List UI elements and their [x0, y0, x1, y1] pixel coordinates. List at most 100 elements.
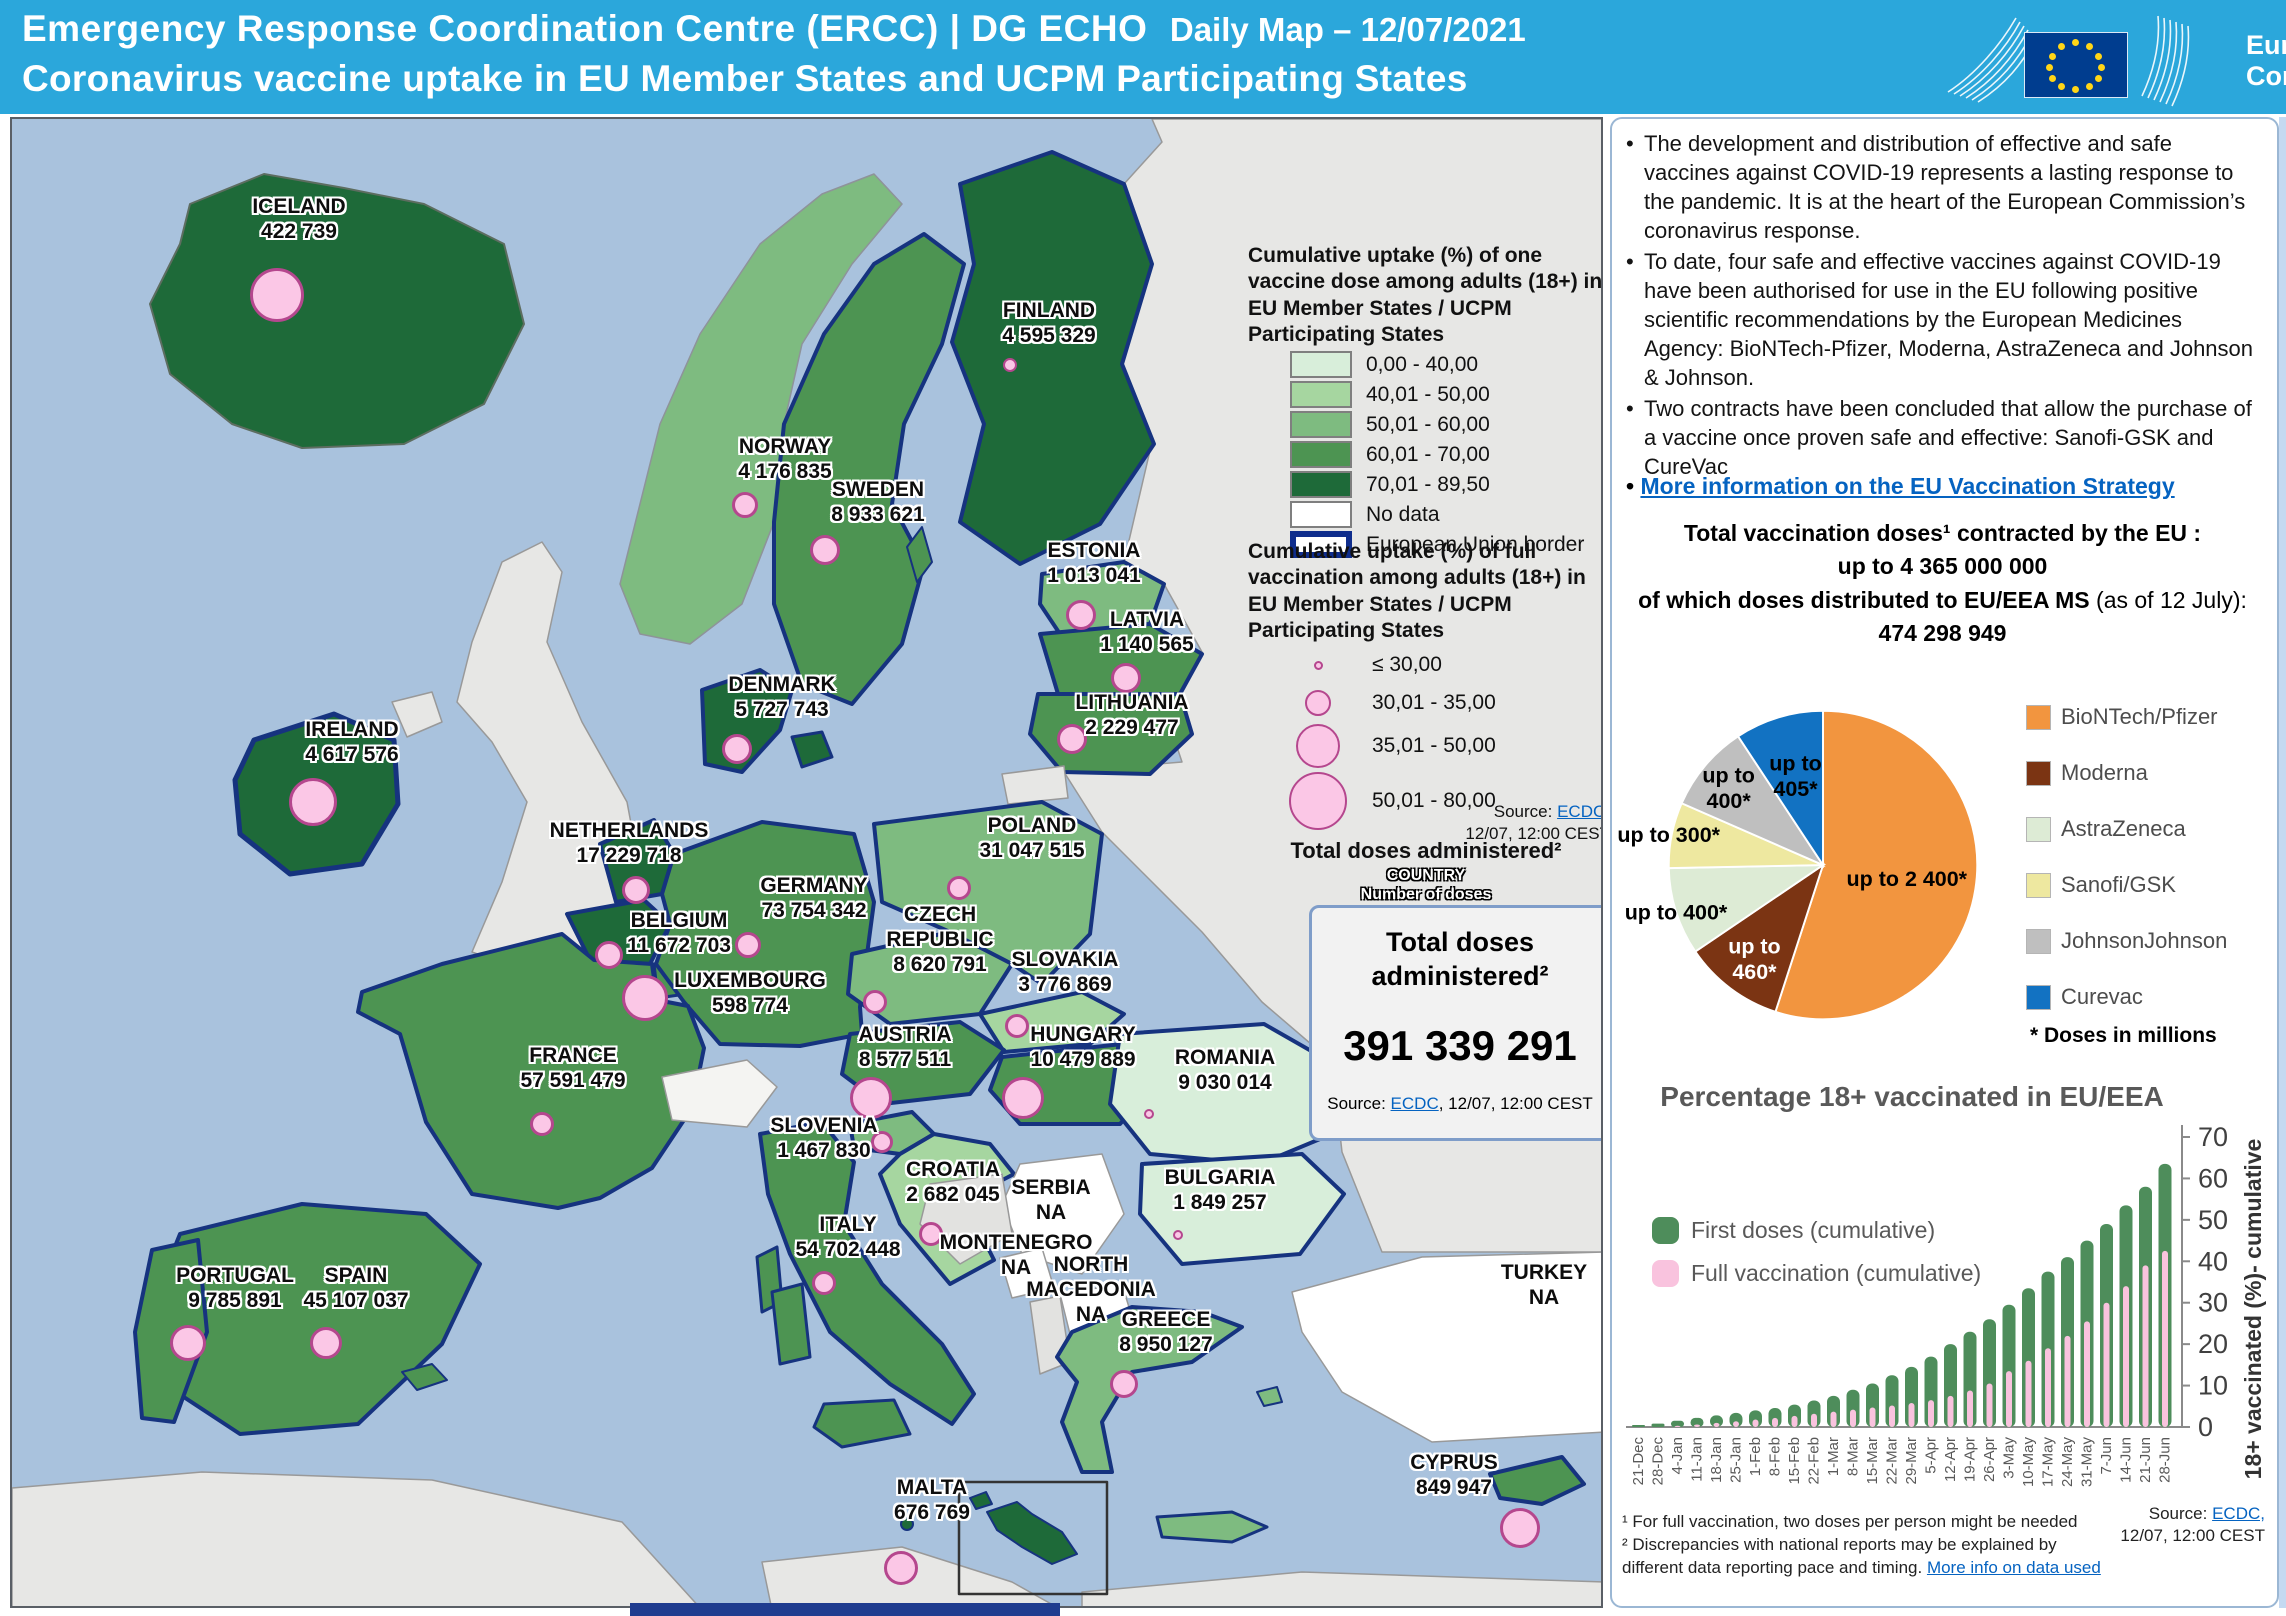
contracted-doses-line2: up to 4 365 000 000: [1837, 553, 2048, 580]
svg-text:17-May: 17-May: [2040, 1437, 2057, 1488]
pie-slice-label: up to 300*: [1618, 823, 1721, 847]
country-label-sweden: SWEDEN 8 933 621: [831, 478, 925, 527]
pie-slice-label: up to 2 400*: [1847, 867, 1968, 891]
ec-logo-line1: European: [2246, 30, 2286, 60]
page-subtitle: Coronavirus vaccine uptake in EU Member …: [22, 58, 1468, 99]
total-doses-title: Total doses administered²: [1371, 927, 1549, 991]
bar-chart-title: Percentage 18+ vaccinated in EU/EEA: [1660, 1081, 2164, 1112]
marker-norway: [732, 492, 758, 518]
marker-austria: [850, 1077, 892, 1119]
legend-swatch: [1290, 381, 1352, 408]
size-circle-icon: [1313, 660, 1323, 670]
svg-text:28-Dec: 28-Dec: [1650, 1437, 1667, 1486]
country-label-montenegro: MONTENEGRO NA: [939, 1231, 1093, 1280]
marker-hungary: [1002, 1077, 1044, 1119]
bar-chart-legend: First doses (cumulative) Full vaccinatio…: [1652, 1217, 1981, 1303]
legend-circle-row: 50,01 - 80,00: [1278, 772, 1601, 830]
legend-full-title: Cumulative uptake (%) of full vaccinatio…: [1248, 540, 1586, 642]
pie-slice-label: up to 460*: [1728, 934, 1780, 983]
pie-footnote: * Doses in millions: [2030, 1024, 2217, 1047]
total-doses-value: 391 339 291: [1343, 1021, 1577, 1069]
svg-text:22-Mar: 22-Mar: [1884, 1437, 1901, 1485]
legend-swatch: [2026, 984, 2051, 1010]
pie-legend-row: AstraZeneca: [2026, 816, 2266, 842]
bar-legend-row: First doses (cumulative): [1652, 1217, 1981, 1244]
marker-bulgaria: [1173, 1230, 1183, 1240]
bullet-icon: •: [1626, 131, 1634, 156]
country-label-spain: SPAIN 45 107 037: [303, 1264, 409, 1313]
legend-swatch: [2026, 928, 2051, 954]
size-circle-icon: [1305, 690, 1331, 716]
marker-finland: [1003, 358, 1017, 372]
svg-text:5-Apr: 5-Apr: [1923, 1437, 1940, 1474]
country-label-germany: GERMANY 73 754 342: [760, 874, 868, 923]
svg-text:21-Dec: 21-Dec: [1630, 1437, 1647, 1486]
country-label-greece: GREECE 8 950 127: [1119, 1308, 1213, 1357]
country-label-denmark: DENMARK 5 727 743: [728, 673, 836, 722]
bullet-icon: •: [1626, 473, 1641, 499]
ecdc-link[interactable]: ECDC: [1390, 1093, 1439, 1113]
country-label-finland: FINLAND 4 595 329: [1002, 299, 1096, 348]
country-label-czech-republic: CZECH REPUBLIC 8 620 791: [886, 903, 994, 977]
pie-chart: up to 2 400* up to 460*up to 400* up to 300…: [1618, 709, 1979, 1021]
pie-slice-BioNTech/Pfizer: [1774, 709, 1979, 1021]
ecdc-link[interactable]: ECDC,: [1557, 802, 1601, 821]
pie-slice-label: up to 400*: [1702, 764, 1754, 813]
legend-eu-border-row: European Union border: [1290, 531, 1601, 558]
eu-vaccination-strategy-link[interactable]: More information on the EU Vaccination S…: [1640, 473, 2175, 499]
svg-text:12-Apr: 12-Apr: [1942, 1437, 1959, 1482]
svg-text:24-May: 24-May: [2059, 1437, 2076, 1488]
country-label-north-macedonia: NORTH MACEDONIA NA: [1026, 1253, 1156, 1327]
legend-swatch: [1290, 411, 1352, 438]
pie-slice-Moderna: [1693, 862, 1825, 1014]
size-circle-icon: [1289, 772, 1347, 830]
marker-czech-republic: [863, 990, 887, 1014]
vaccination-bar-chart: 0 10 20 30 40 50 60 70 21-Dec 28-Dec 4-Jan 11-Jan 18…: [1616, 1119, 2276, 1519]
country-label-romania: ROMANIA 9 030 014: [1174, 1046, 1276, 1095]
marker-portugal: [170, 1325, 206, 1361]
country-label-slovenia: SLOVENIA 1 467 830: [770, 1114, 878, 1163]
footnote-2: ² Discrepancies with national reports ma…: [1622, 1534, 2101, 1577]
legend-circle-row: 30,01 - 35,00: [1278, 686, 1601, 720]
marker-romania: [1144, 1109, 1154, 1119]
legend-swatch: [1290, 351, 1352, 378]
svg-text:3-May: 3-May: [2001, 1437, 2018, 1479]
pie-slice-AstraZeneca: [1667, 864, 1827, 953]
info-bullets: • The development and distribution of eff…: [1626, 129, 2256, 483]
svg-text:1-Mar: 1-Mar: [1825, 1437, 1842, 1476]
total-doses-source: Source: ECDC, 12/07, 12:00 CEST: [1327, 1093, 1593, 1113]
marker-estonia: [1066, 600, 1096, 630]
legend-class-row: 40,01 - 50,00: [1290, 381, 1601, 408]
legend-swatch: [2026, 816, 2051, 842]
svg-text:21-Jun: 21-Jun: [2137, 1437, 2154, 1483]
legend-circle-row: ≤ 30,00: [1278, 648, 1601, 682]
european-commission-logo: European Commission: [1946, 4, 2286, 108]
svg-text:4-Jan: 4-Jan: [1669, 1437, 1686, 1475]
header-bar: Emergency Response Coordination Centre (…: [0, 0, 2286, 114]
marker-germany: [735, 932, 761, 958]
pie-slice-label: up to 405*: [1769, 752, 1821, 801]
ecdc-link[interactable]: ECDC,: [2212, 1504, 2265, 1523]
bar-legend-row: Full vaccination (cumulative): [1652, 1260, 1981, 1287]
ec-logo-line2: Commission: [2246, 61, 2286, 92]
map-copyright: Copyright, European Union, 2021. Map cre…: [26, 1605, 724, 1606]
legend-swatch: [1290, 501, 1352, 528]
svg-text:14-Jun: 14-Jun: [2118, 1437, 2135, 1483]
ec-logo-text: European Commission: [2246, 30, 2286, 92]
europe-choropleth-map: ICELAND 422 739 NORWAY 4 176 835 SWEDEN 8 9…: [10, 117, 1603, 1608]
svg-text:0: 0: [2198, 1412, 2213, 1442]
marker-lithuania: [1057, 724, 1087, 754]
country-label-bulgaria: BULGARIA 1 849 257: [1164, 1166, 1276, 1215]
marker-croatia: [919, 1222, 943, 1246]
more-info-data-link[interactable]: More info on data used: [1926, 1557, 2101, 1577]
country-label-serbia: SERBIA NA: [1011, 1176, 1091, 1225]
marker-malta: [884, 1551, 918, 1585]
country-label-cyprus: CYPRUS 849 947: [1410, 1451, 1498, 1500]
legend-swatch: [1290, 471, 1352, 498]
vaccination-strategy-link-row: • More information on the EU Vaccination…: [1626, 473, 2256, 500]
legend-class-row: 70,01 - 89,50: [1290, 471, 1601, 498]
bullet-icon: •: [1626, 249, 1634, 275]
footnote-1: ¹ For full vaccination, two doses per pe…: [1622, 1512, 2078, 1531]
pie-slice-JohnsonJohnson: [1680, 734, 1826, 868]
marker-ireland: [289, 778, 337, 826]
